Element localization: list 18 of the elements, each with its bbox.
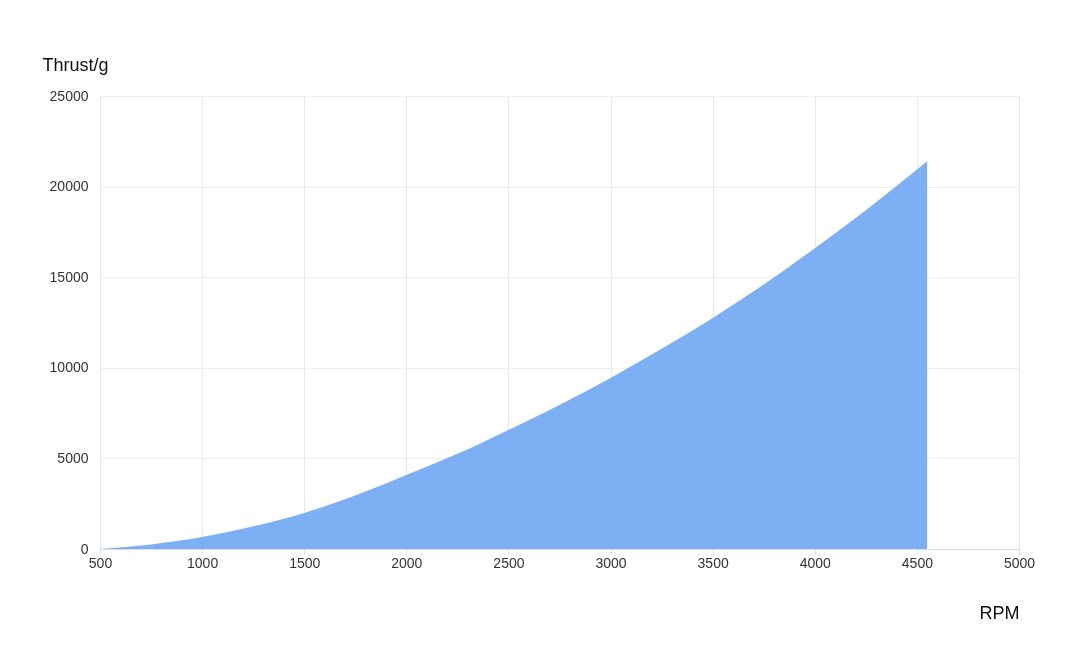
- y-tick-label: 10000: [49, 359, 89, 376]
- y-tick-label: 20000: [49, 178, 89, 195]
- x-tick-label: 2500: [493, 554, 525, 571]
- x-tick-label: 3000: [595, 554, 627, 571]
- x-tick-label: 4500: [901, 554, 934, 571]
- x-tick-label: 4000: [799, 554, 832, 571]
- y-tick-label: 5000: [57, 449, 89, 466]
- x-tick-label: 1000: [187, 554, 219, 571]
- y-tick-label: 15000: [49, 268, 89, 285]
- y-tick-label: 0: [80, 540, 89, 557]
- x-tick-label: 3500: [697, 554, 729, 571]
- x-tick-label: 1500: [289, 554, 321, 571]
- x-axis-title: RPM: [979, 602, 1020, 623]
- x-tick-label: 5000: [1003, 554, 1036, 571]
- y-tick-label: 25000: [49, 87, 89, 104]
- x-tick-label: 500: [88, 554, 113, 571]
- x-tick-label: 2000: [391, 554, 423, 571]
- y-axis-title: Thrust/g: [42, 54, 109, 75]
